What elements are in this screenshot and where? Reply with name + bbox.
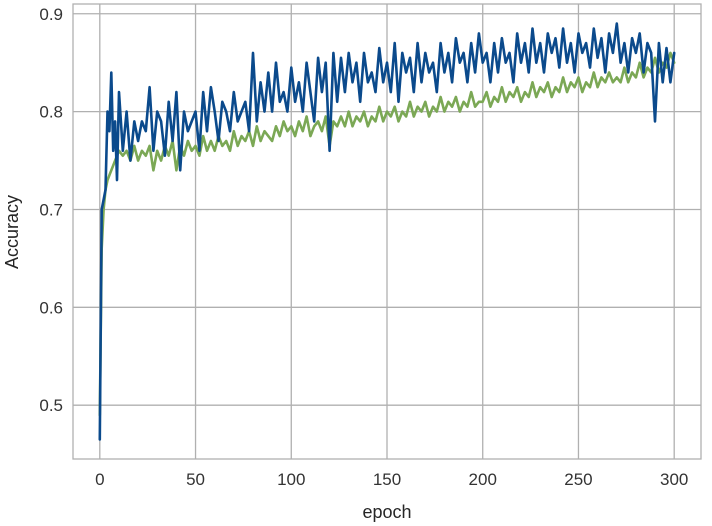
y-axis-label: Accuracy bbox=[2, 195, 22, 269]
series-line-blue bbox=[98, 22, 676, 441]
x-tick-label: 50 bbox=[186, 470, 205, 489]
y-tick-label: 0.5 bbox=[39, 396, 63, 415]
x-tick-label: 300 bbox=[660, 470, 688, 489]
x-tick-label: 0 bbox=[95, 470, 104, 489]
series-lines bbox=[98, 22, 676, 441]
tick-labels: 0 50 100 150 200 250 300 0.5 0.6 0.7 0.8 0.9 bbox=[39, 5, 688, 489]
x-axis-label: epoch bbox=[362, 502, 411, 522]
y-tick-label: 0.6 bbox=[39, 298, 63, 317]
y-tick-label: 0.7 bbox=[39, 200, 63, 219]
x-tick-label: 250 bbox=[564, 470, 592, 489]
y-tick-label: 0.8 bbox=[39, 103, 63, 122]
x-tick-label: 200 bbox=[469, 470, 497, 489]
x-tick-label: 100 bbox=[277, 470, 305, 489]
y-tick-label: 0.9 bbox=[39, 5, 63, 24]
plot-frame bbox=[72, 3, 702, 460]
x-tick-label: 150 bbox=[373, 470, 401, 489]
